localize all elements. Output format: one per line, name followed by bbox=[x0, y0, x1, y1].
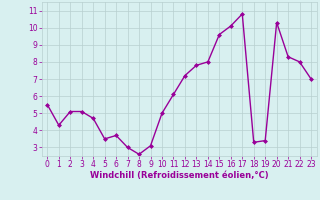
X-axis label: Windchill (Refroidissement éolien,°C): Windchill (Refroidissement éolien,°C) bbox=[90, 171, 268, 180]
